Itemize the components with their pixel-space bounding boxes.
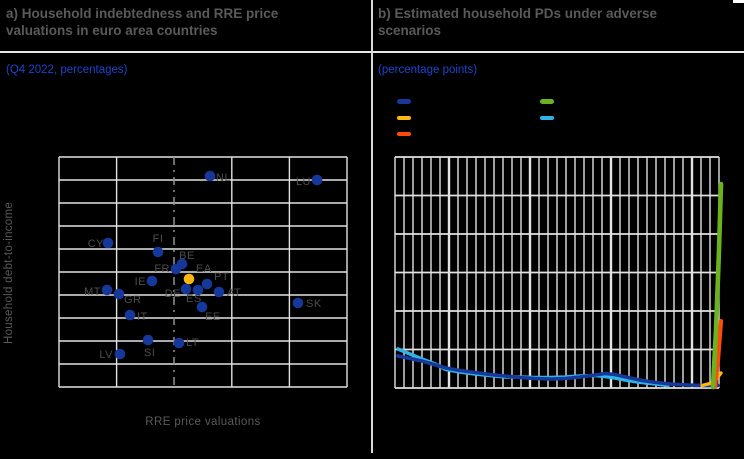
- scatter-point-MT: [101, 284, 113, 296]
- scatter-label-ES: ES: [186, 293, 202, 305]
- series-historical-dark-blue: [396, 354, 720, 388]
- panel-b-title-line2: scenarios: [378, 23, 442, 38]
- panel-a-title-line1: a) Household indebtedness and RRE price: [6, 6, 279, 21]
- panel-b-subtitle: (percentage points): [378, 64, 478, 76]
- scatter-label-NL: NL: [216, 172, 231, 184]
- scatter-label-EE: EE: [205, 311, 221, 323]
- scatter-label-SI: SI: [144, 347, 155, 359]
- scatter-label-AT: AT: [227, 287, 241, 299]
- scatter-point-GR: [113, 288, 125, 300]
- scatter-point-IT: [124, 309, 136, 321]
- legend-swatch-green: [540, 99, 554, 104]
- scatter-point-SI: [142, 334, 154, 346]
- scatter-label-FR: FR: [154, 263, 170, 275]
- panel-a-title-line2: valuations in euro area countries: [6, 23, 218, 38]
- x-axis-label: RRE price valuations: [145, 416, 261, 428]
- scatter-label-SK: SK: [306, 298, 322, 310]
- scatter-point-ES: [192, 284, 204, 296]
- legend: [372, 0, 744, 136]
- scatter-point-IE: [146, 275, 158, 287]
- panel-b: b) Estimated household PDs under adverse…: [372, 0, 744, 459]
- scatter-point-LT: [173, 337, 185, 349]
- panel-divider: [371, 0, 373, 453]
- scatter-label-IT: IT: [137, 311, 148, 323]
- scatter-point-FR: [170, 263, 182, 275]
- panel-a-title: a) Household indebtedness and RRE price …: [6, 5, 354, 39]
- scatter-point-EA: [183, 273, 195, 285]
- line-chart: [394, 156, 724, 390]
- scatter-label-LT: LT: [186, 337, 199, 349]
- scatter-label-DE: DE: [165, 288, 181, 300]
- panel-a: a) Household indebtedness and RRE price …: [3, 5, 354, 428]
- legend-swatch-yellow: [397, 115, 411, 120]
- scatter-label-CY: CY: [88, 238, 104, 250]
- top-right-mark: [733, 0, 744, 3]
- panel-b-title: b) Estimated household PDs under adverse…: [378, 5, 726, 39]
- scatter-point-EE: [196, 301, 208, 313]
- scatter-point-FI: [152, 246, 164, 258]
- scatter-label-FI: FI: [153, 233, 164, 245]
- scatter-point-LV: [114, 348, 126, 360]
- panel-a-subtitle: (Q4 2022, percentages): [6, 64, 128, 76]
- legend-swatch-cyan: [540, 115, 554, 120]
- scatter-label-PT: PT: [214, 271, 229, 283]
- scatter-point-LU: [311, 174, 323, 186]
- scatter-label-EA: EA: [196, 263, 212, 275]
- scatter-point-AT: [213, 286, 225, 298]
- legend-swatch-orange: [397, 131, 411, 136]
- scatter-point-CY: [102, 237, 114, 249]
- panel-b-title-line1: b) Estimated household PDs under adverse: [378, 6, 658, 21]
- scatter-point-PT: [201, 278, 213, 290]
- series-scenario-orange: [712, 318, 724, 390]
- scatter-label-LU: LU: [296, 176, 311, 188]
- legend-swatch-blue: [397, 99, 411, 104]
- series-scenario-green: [710, 181, 724, 390]
- scatter-point-NL: [204, 170, 216, 182]
- scatter-label-MT: MT: [84, 286, 101, 298]
- scatter-point-DE: [180, 283, 192, 295]
- scatter-point-SK: [292, 297, 304, 309]
- scatter-label-GR: GR: [124, 294, 142, 306]
- scatter-label-LV: LV: [99, 349, 113, 361]
- scatter-label-IE: IE: [135, 276, 146, 288]
